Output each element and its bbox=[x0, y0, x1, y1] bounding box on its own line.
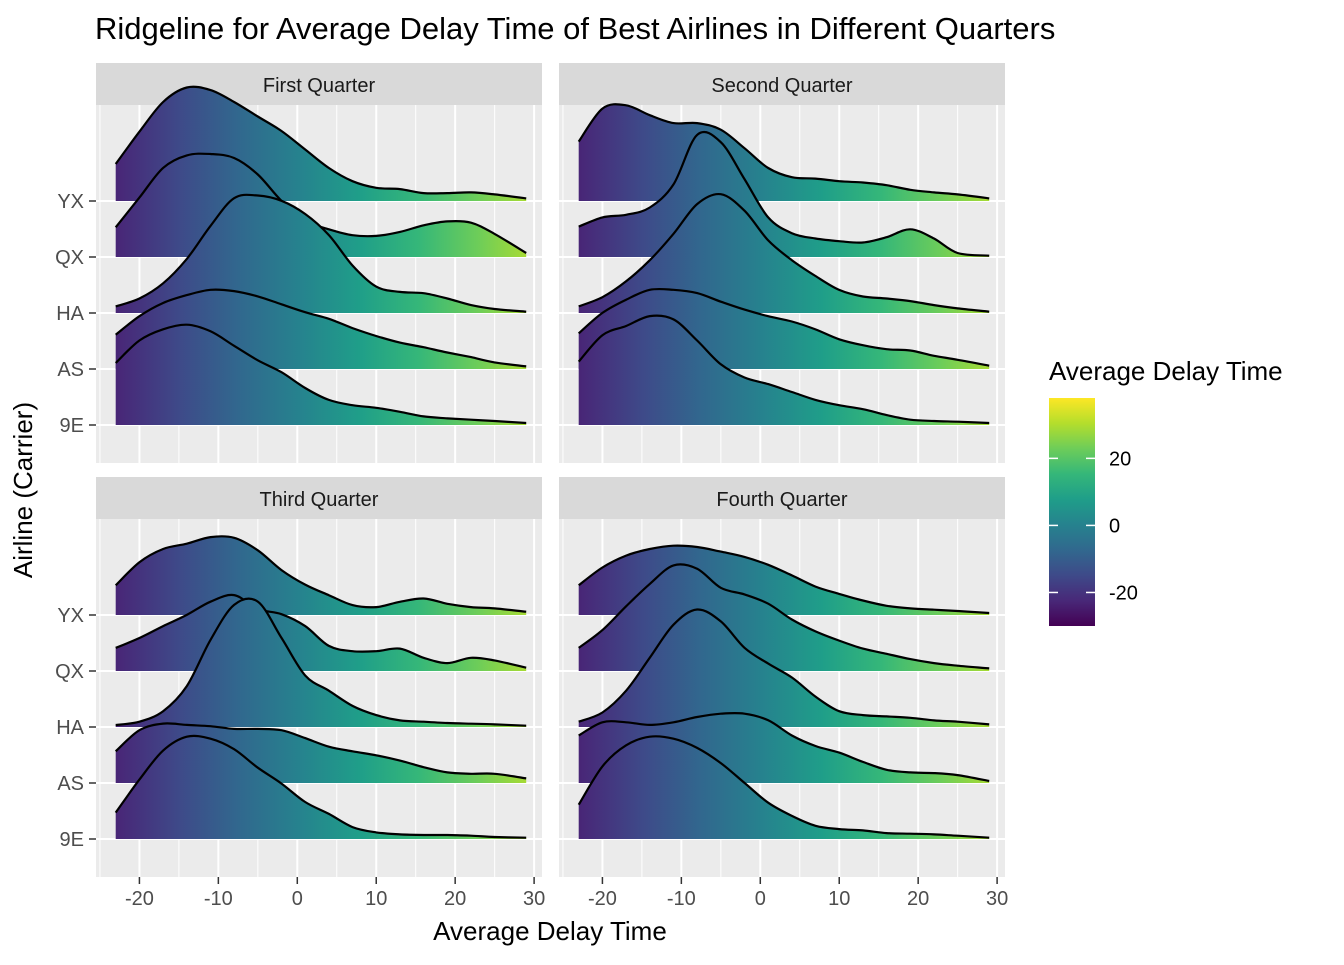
y-tick-label: HA bbox=[56, 303, 84, 325]
x-tick-label: -20 bbox=[125, 888, 154, 910]
ridge-line-QX bbox=[578, 563, 990, 670]
legend-tick-label: 20 bbox=[1109, 448, 1131, 470]
facet-0: First Quarter 9E AS HA QX YX bbox=[55, 63, 542, 463]
y-tick-label: 9E bbox=[60, 415, 84, 437]
facet-label: Fourth Quarter bbox=[716, 489, 848, 511]
y-tick-label: AS bbox=[57, 359, 84, 381]
x-axis-title: Average Delay Time bbox=[433, 916, 667, 946]
y-tick-label: YX bbox=[57, 191, 84, 213]
facet-strip bbox=[559, 477, 1005, 519]
ridge-fill-9E bbox=[115, 735, 527, 839]
ridge-line-9E bbox=[577, 735, 990, 839]
x-tick-label: 20 bbox=[444, 888, 466, 910]
ridge-fill-YX bbox=[115, 536, 527, 615]
ridge-fill-9E bbox=[578, 736, 990, 839]
ridge-line-YX bbox=[578, 544, 990, 615]
x-tick-label: -10 bbox=[204, 888, 233, 910]
ridge-line-AS bbox=[578, 711, 990, 783]
y-tick-label: YX bbox=[57, 605, 84, 627]
facet-strip bbox=[96, 477, 542, 519]
ridge-line-HA bbox=[578, 608, 990, 726]
legend-title: Average Delay Time bbox=[1049, 356, 1283, 386]
facets-layer: First Quarter 9E AS HA QX YX Second Quarter Thi… bbox=[55, 63, 1008, 910]
ridge-line-YX bbox=[577, 103, 990, 200]
ridge-line-9E bbox=[114, 734, 527, 839]
ridge-fill-HA bbox=[115, 194, 527, 313]
facet-strip bbox=[559, 63, 1005, 105]
x-tick-label: 30 bbox=[523, 888, 545, 910]
ridge-line-HA bbox=[578, 192, 990, 313]
legend-tick-label: 0 bbox=[1109, 515, 1120, 537]
ridge-line-AS bbox=[577, 287, 990, 367]
facet-3: Fourth Quarter -20 -10 0 10 20 30 bbox=[559, 477, 1008, 910]
y-tick-label: HA bbox=[56, 717, 84, 739]
x-tick-label: 20 bbox=[907, 888, 929, 910]
ridge-fill-HA bbox=[578, 609, 990, 727]
legend-colorbar bbox=[1049, 398, 1095, 626]
legend: Average Delay Time -20 0 20 bbox=[1049, 356, 1283, 626]
ridge-line-QX bbox=[115, 593, 527, 669]
facet-label: First Quarter bbox=[263, 75, 376, 97]
ridge-fill-9E bbox=[115, 324, 527, 425]
ridge-line-9E bbox=[577, 314, 990, 425]
x-tick-label: 30 bbox=[986, 888, 1008, 910]
facet-label: Third Quarter bbox=[260, 489, 379, 511]
facet-1: Second Quarter bbox=[559, 63, 1005, 463]
ridge-line-AS bbox=[114, 722, 527, 780]
facet-2: Third Quarter 9E AS HA QX YX -20 -10 0 10 20 30 bbox=[55, 477, 545, 910]
x-tick-label: -20 bbox=[588, 888, 617, 910]
y-tick-label: 9E bbox=[60, 829, 84, 851]
ridge-fill-9E bbox=[578, 315, 990, 425]
legend-tick-label: -20 bbox=[1109, 582, 1138, 604]
y-tick-label: QX bbox=[55, 247, 84, 269]
ridge-line-9E bbox=[114, 323, 527, 425]
facet-label: Second Quarter bbox=[711, 75, 853, 97]
ridge-line-HA bbox=[115, 597, 527, 727]
ridge-line-QX bbox=[578, 130, 990, 257]
x-tick-label: 0 bbox=[755, 888, 766, 910]
chart-title: Ridgeline for Average Delay Time of Best… bbox=[95, 11, 1055, 46]
ridge-line-YX bbox=[114, 85, 527, 200]
y-tick-label: QX bbox=[55, 661, 84, 683]
x-tick-label: 10 bbox=[365, 888, 387, 910]
y-axis-title: Airline (Carrier) bbox=[8, 402, 38, 578]
ridge-fill-HA bbox=[115, 598, 527, 727]
x-tick-label: -10 bbox=[667, 888, 696, 910]
x-tick-label: 10 bbox=[828, 888, 850, 910]
ridge-line-HA bbox=[115, 193, 527, 313]
ridge-line-YX bbox=[114, 535, 527, 613]
ridge-line-AS bbox=[115, 288, 527, 368]
x-tick-label: 0 bbox=[292, 888, 303, 910]
y-tick-label: AS bbox=[57, 773, 84, 795]
